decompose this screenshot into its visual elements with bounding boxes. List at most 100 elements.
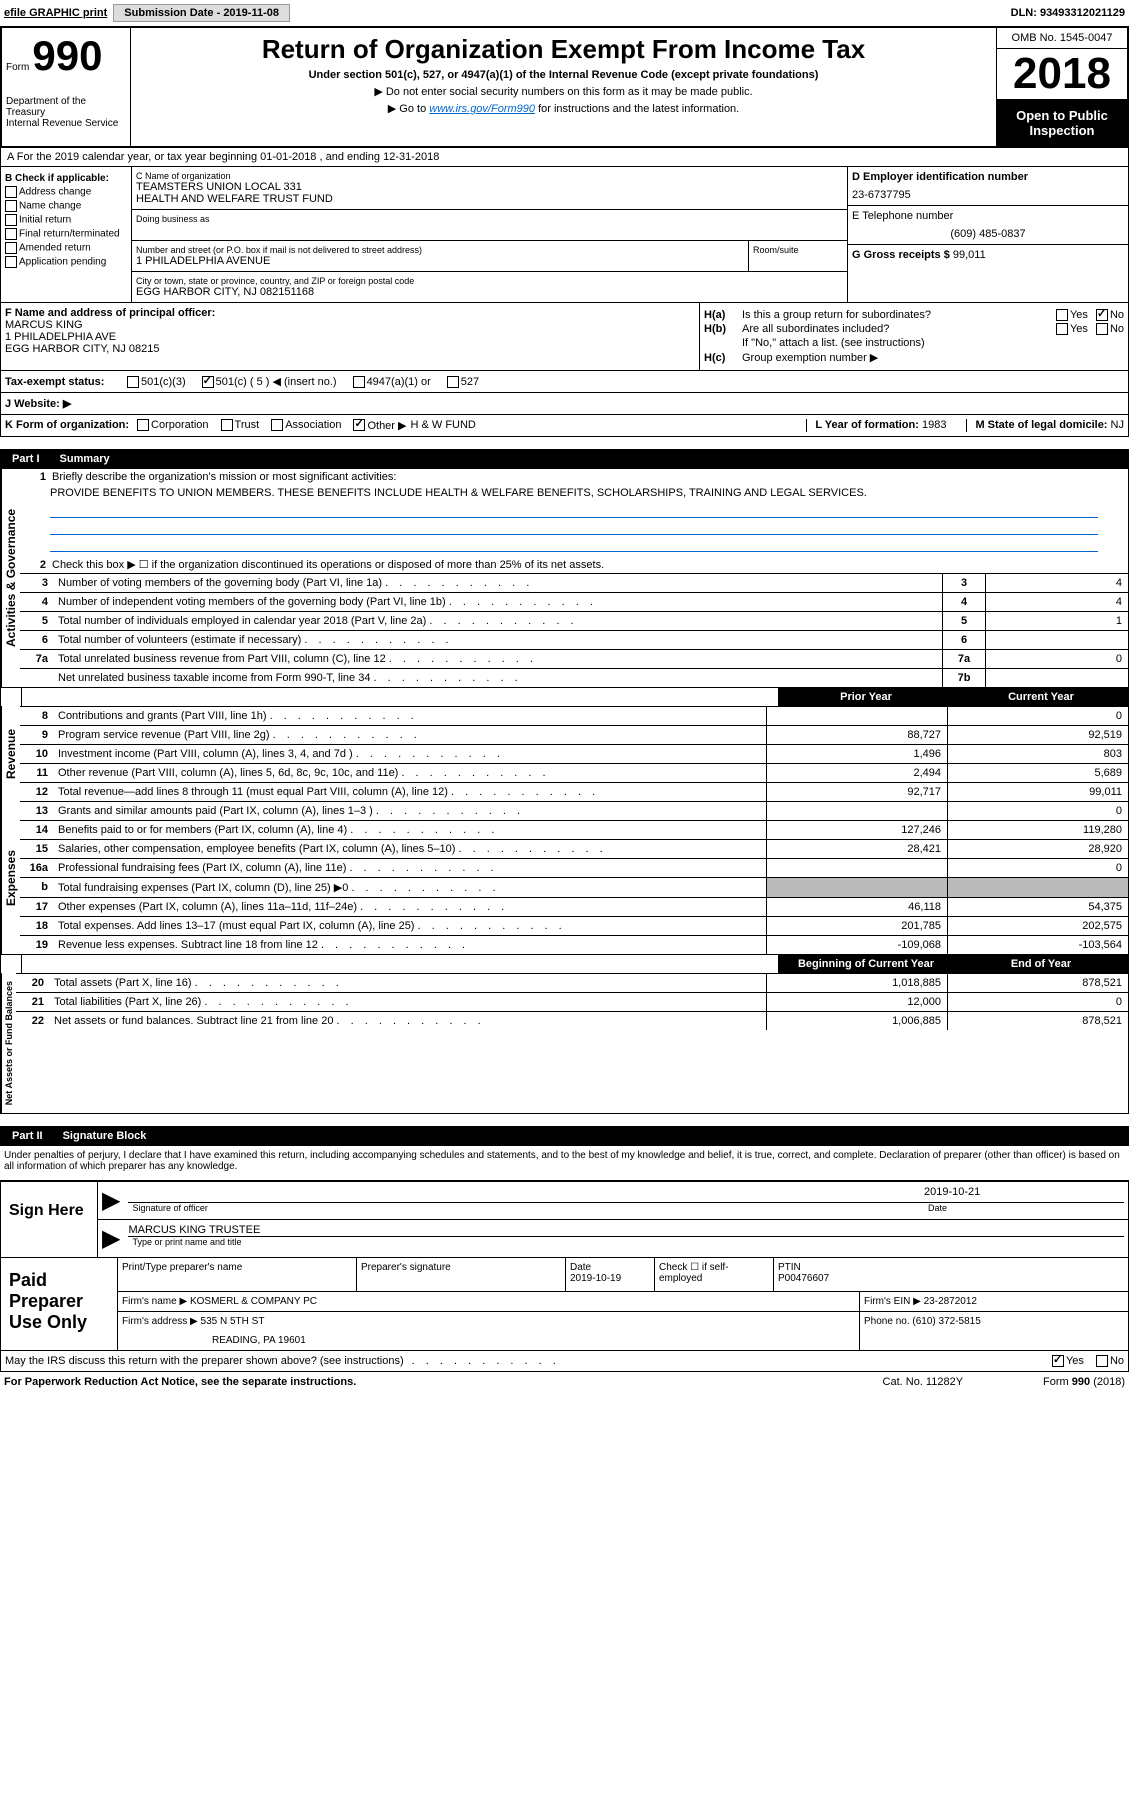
k-corp[interactable] [137, 419, 149, 431]
vert-exp: Expenses [1, 801, 20, 954]
row-desc: Total fundraising expenses (Part IX, col… [54, 878, 766, 897]
row-num: 17 [20, 898, 54, 916]
website-row: J Website: ▶ [0, 393, 1129, 415]
row-box: 7a [942, 650, 985, 668]
ha-yes-chk[interactable] [1056, 309, 1068, 321]
row-prior [766, 802, 947, 820]
officer-addr1: 1 PHILADELPHIA AVE [5, 331, 695, 343]
hr2 [50, 522, 1098, 535]
row-desc: Investment income (Part VIII, column (A)… [54, 745, 766, 763]
k-label: K Form of organization: [5, 419, 129, 432]
info-grid: B Check if applicable: Address change Na… [0, 167, 1129, 303]
i-opt3-chk[interactable] [353, 376, 365, 388]
vert-rev: Revenue [1, 706, 20, 801]
header-left: Form 990 Department of the Treasury Inte… [2, 28, 131, 146]
discuss-yes[interactable] [1052, 1355, 1064, 1367]
hb-yes-chk[interactable] [1056, 323, 1068, 335]
top-bar: efile GRAPHIC print Submission Date - 20… [0, 0, 1129, 28]
data-row: 10 Investment income (Part VIII, column … [20, 744, 1128, 763]
row-prior: 127,246 [766, 821, 947, 839]
discuss-row: May the IRS discuss this return with the… [0, 1351, 1129, 1372]
prep-name-label: Print/Type preparer's name [122, 1262, 352, 1273]
room-label: Room/suite [749, 241, 847, 271]
header-note2: ▶ Go to www.irs.gov/Form990 for instruct… [137, 102, 990, 115]
submission-btn[interactable]: Submission Date - 2019-11-08 [113, 4, 290, 22]
dba-label: Doing business as [136, 214, 843, 224]
j-label: J Website: ▶ [5, 397, 71, 410]
gov-row: 6 Total number of volunteers (estimate i… [20, 630, 1128, 649]
chk-address[interactable]: Address change [5, 186, 127, 198]
check-self[interactable]: Check ☐ if self-employed [659, 1262, 769, 1284]
chk-initial[interactable]: Initial return [5, 214, 127, 226]
part1-title: Summary [52, 449, 118, 469]
ha-no-chk[interactable] [1096, 309, 1108, 321]
q1-num: 1 [24, 471, 52, 483]
header-title: Return of Organization Exempt From Incom… [137, 34, 990, 65]
k-assoc[interactable] [271, 419, 283, 431]
addr-label: Number and street (or P.O. box if mail i… [136, 245, 744, 255]
note2-post: for instructions and the latest informat… [535, 103, 739, 115]
date-label: Date [924, 1203, 1124, 1213]
row-num: 15 [20, 840, 54, 858]
row-prior: 12,000 [766, 993, 947, 1011]
row-klm: K Form of organization: Corporation Trus… [0, 415, 1129, 437]
status-row: Tax-exempt status: 501(c)(3) 501(c) ( 5 … [0, 371, 1129, 393]
data-row: 19 Revenue less expenses. Subtract line … [20, 935, 1128, 954]
row-current: 0 [947, 859, 1128, 877]
row-desc: Total unrelated business revenue from Pa… [54, 650, 942, 668]
part1-header: Part I Summary [0, 449, 1129, 469]
gov-row: 5 Total number of individuals employed i… [20, 611, 1128, 630]
form-number: 990 [32, 32, 102, 79]
sig-block: Sign Here ▶ Signature of officer 2019-10… [0, 1180, 1129, 1258]
mission-text: PROVIDE BENEFITS TO UNION MEMBERS. THESE… [20, 485, 1128, 501]
row-current: 54,375 [947, 898, 1128, 916]
row-num: 21 [16, 993, 50, 1011]
k-trust[interactable] [221, 419, 233, 431]
efile-link[interactable]: efile GRAPHIC print [4, 7, 107, 19]
i-opt4-chk[interactable] [447, 376, 459, 388]
row-desc: Professional fundraising fees (Part IX, … [54, 859, 766, 877]
k-other[interactable] [353, 419, 365, 431]
chk-pending[interactable]: Application pending [5, 256, 127, 268]
col-de: D Employer identification number 23-6737… [847, 167, 1128, 302]
l-value: 1983 [922, 419, 946, 431]
row-num: 6 [20, 631, 54, 649]
chk-amended[interactable]: Amended return [5, 242, 127, 254]
footer: For Paperwork Reduction Act Notice, see … [0, 1372, 1129, 1392]
i-opt1-chk[interactable] [127, 376, 139, 388]
chk-name[interactable]: Name change [5, 200, 127, 212]
part1-body: Activities & Governance 1 Briefly descri… [0, 469, 1129, 1114]
row-prior: 1,018,885 [766, 974, 947, 992]
form-header: Form 990 Department of the Treasury Inte… [0, 28, 1129, 148]
ha-text: Is this a group return for subordinates? [742, 309, 1056, 321]
name-label: Type or print name and title [128, 1237, 1124, 1247]
row-desc: Net assets or fund balances. Subtract li… [50, 1012, 766, 1030]
row-num: 10 [20, 745, 54, 763]
prep-sig-label: Preparer's signature [361, 1262, 561, 1273]
footer-left: For Paperwork Reduction Act Notice, see … [4, 1376, 356, 1388]
row-desc: Salaries, other compensation, employee b… [54, 840, 766, 858]
row-desc: Total revenue—add lines 8 through 11 (mu… [54, 783, 766, 801]
row-box: 3 [942, 574, 985, 592]
hdr-end: End of Year [953, 955, 1128, 973]
row-prior: 88,727 [766, 726, 947, 744]
footer-center: Cat. No. 11282Y [883, 1376, 964, 1388]
i-opt2-chk[interactable] [202, 376, 214, 388]
rev-header: Prior Year Current Year [1, 687, 1128, 706]
data-row: 15 Salaries, other compensation, employe… [20, 839, 1128, 858]
data-row: 13 Grants and similar amounts paid (Part… [20, 801, 1128, 820]
officer-name: MARCUS KING [5, 319, 695, 331]
hb-no-chk[interactable] [1096, 323, 1108, 335]
irs-link[interactable]: www.irs.gov/Form990 [429, 103, 535, 115]
chk-final[interactable]: Final return/terminated [5, 228, 127, 240]
discuss-no[interactable] [1096, 1355, 1108, 1367]
ha-label: H(a) [704, 309, 742, 321]
prep-block: Paid Preparer Use Only Print/Type prepar… [0, 1258, 1129, 1351]
row-desc: Number of voting members of the governin… [54, 574, 942, 592]
ein-value: 23-6737795 [852, 189, 1124, 201]
data-row: 16a Professional fundraising fees (Part … [20, 858, 1128, 877]
officer-addr2: EGG HARBOR CITY, NJ 08215 [5, 343, 695, 355]
row-desc: Total liabilities (Part X, line 26) [50, 993, 766, 1011]
row-prior: 2,494 [766, 764, 947, 782]
row-val: 1 [985, 612, 1128, 630]
